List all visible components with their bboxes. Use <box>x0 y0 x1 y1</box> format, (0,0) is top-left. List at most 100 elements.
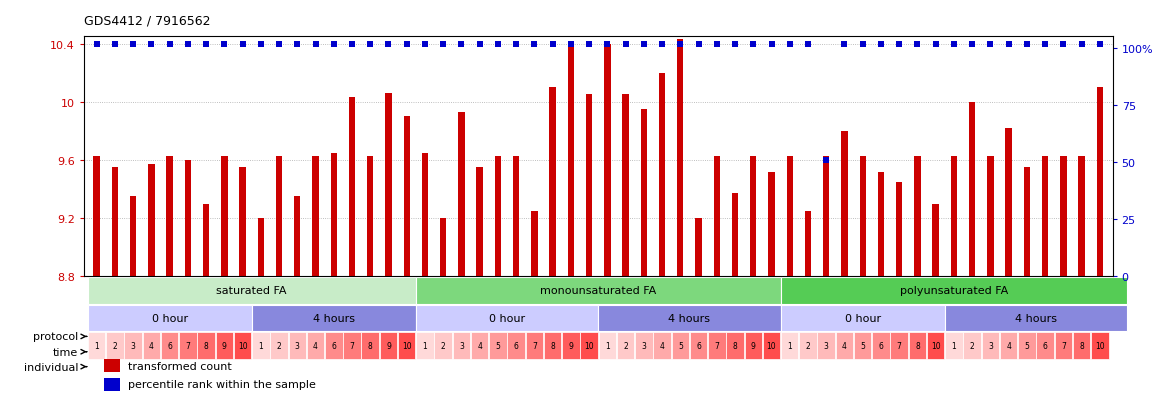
Bar <box>580 332 598 359</box>
Bar <box>659 74 665 277</box>
Bar <box>1092 332 1109 359</box>
Text: 10: 10 <box>585 341 594 350</box>
Text: 4: 4 <box>842 341 847 350</box>
Bar <box>763 332 781 359</box>
Bar <box>781 332 798 359</box>
Bar <box>495 156 501 277</box>
Text: 2: 2 <box>113 341 118 350</box>
Bar <box>252 305 416 332</box>
Text: 10: 10 <box>238 341 247 350</box>
Bar <box>987 156 994 277</box>
Bar <box>877 172 884 277</box>
Bar <box>216 332 233 359</box>
Bar <box>416 277 781 304</box>
Text: 5: 5 <box>1024 341 1030 350</box>
Bar <box>677 40 684 277</box>
Text: monounsaturated FA: monounsaturated FA <box>541 285 656 296</box>
Bar <box>422 153 429 277</box>
Text: 7: 7 <box>185 341 190 350</box>
Bar <box>112 168 118 277</box>
Text: 10: 10 <box>402 341 411 350</box>
Bar <box>1060 156 1066 277</box>
Bar <box>87 332 105 359</box>
Bar <box>1096 88 1103 277</box>
Bar <box>799 332 817 359</box>
Bar <box>641 110 647 277</box>
Bar <box>969 102 975 277</box>
Text: 6: 6 <box>878 341 883 350</box>
Bar <box>416 305 599 332</box>
Text: 6: 6 <box>1043 341 1047 350</box>
Text: time: time <box>52 347 78 357</box>
Text: 2: 2 <box>623 341 628 350</box>
Text: 3: 3 <box>295 341 299 350</box>
Bar <box>93 156 100 277</box>
Bar <box>221 156 227 277</box>
Bar <box>671 332 689 359</box>
Bar <box>361 332 379 359</box>
Bar <box>239 168 246 277</box>
Bar <box>1018 332 1036 359</box>
Bar <box>270 332 288 359</box>
Bar <box>896 183 903 277</box>
Bar <box>927 332 945 359</box>
Bar <box>860 156 866 277</box>
Bar <box>599 332 616 359</box>
Text: 7: 7 <box>1061 341 1066 350</box>
Text: 6: 6 <box>331 341 337 350</box>
Bar <box>945 305 1128 332</box>
Text: 0 hour: 0 hour <box>151 313 188 323</box>
Text: 3: 3 <box>824 341 828 350</box>
Bar <box>732 194 739 277</box>
Bar <box>184 161 191 277</box>
Bar <box>714 156 720 277</box>
Bar <box>635 332 652 359</box>
Bar <box>708 332 726 359</box>
Text: 7: 7 <box>714 341 719 350</box>
Bar <box>325 332 343 359</box>
Text: saturated FA: saturated FA <box>217 285 287 296</box>
Bar <box>1073 332 1090 359</box>
Text: 2: 2 <box>276 341 282 350</box>
Text: 9: 9 <box>569 341 573 350</box>
Text: 9: 9 <box>221 341 227 350</box>
Text: transformed count: transformed count <box>128 361 232 371</box>
Text: 10: 10 <box>931 341 940 350</box>
Bar <box>348 98 355 277</box>
Bar <box>203 204 210 277</box>
Text: 4: 4 <box>659 341 664 350</box>
Bar <box>915 156 920 277</box>
Text: 8: 8 <box>368 341 373 350</box>
Bar <box>696 218 701 277</box>
Bar <box>586 95 592 277</box>
Bar <box>344 332 361 359</box>
Text: 9: 9 <box>386 341 391 350</box>
Text: 8: 8 <box>1079 341 1083 350</box>
Bar <box>380 332 397 359</box>
Bar <box>531 211 537 277</box>
Bar <box>909 332 926 359</box>
Bar <box>781 305 945 332</box>
Bar <box>130 197 136 277</box>
Bar <box>744 332 762 359</box>
Bar <box>435 332 452 359</box>
Text: 0 hour: 0 hour <box>489 313 525 323</box>
Bar <box>458 113 465 277</box>
Text: 5: 5 <box>860 341 866 350</box>
Bar <box>476 168 482 277</box>
Text: 1: 1 <box>605 341 609 350</box>
Bar <box>403 117 410 277</box>
Bar <box>367 156 374 277</box>
Text: 5: 5 <box>678 341 683 350</box>
Bar <box>854 332 871 359</box>
Text: 1: 1 <box>94 341 99 350</box>
Bar <box>148 165 155 277</box>
Bar <box>873 332 890 359</box>
Text: 1: 1 <box>423 341 428 350</box>
Text: 6: 6 <box>697 341 701 350</box>
Bar <box>525 332 543 359</box>
Bar <box>234 332 252 359</box>
Bar <box>294 197 301 277</box>
Text: individual: individual <box>23 362 78 372</box>
Text: 4: 4 <box>1007 341 1011 350</box>
